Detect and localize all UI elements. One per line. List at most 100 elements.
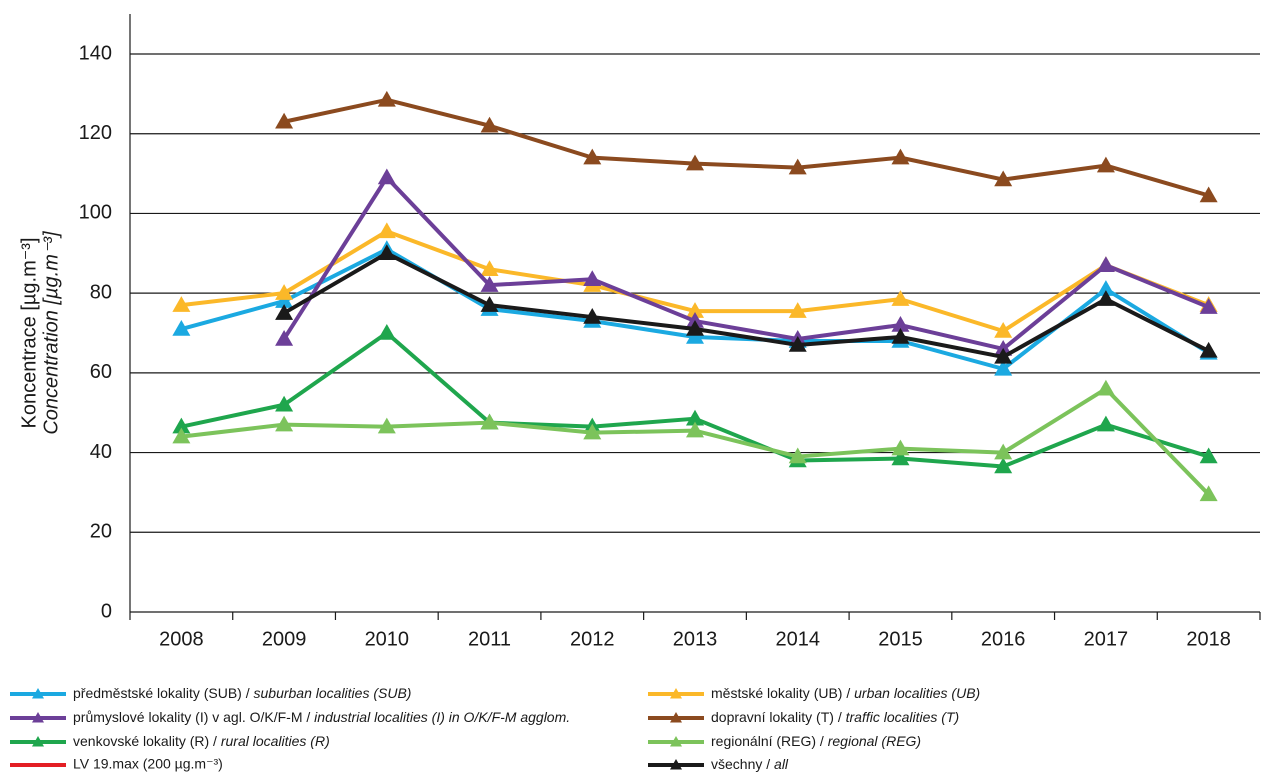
marker <box>788 302 807 318</box>
series-line <box>282 175 1210 351</box>
y-tick-label: 20 <box>90 521 112 543</box>
marker <box>994 347 1013 364</box>
x-tick-label: 2008 <box>159 628 204 650</box>
y-tick-label: 100 <box>79 202 112 224</box>
marker <box>686 154 704 171</box>
series-line <box>180 331 1210 469</box>
series-line <box>283 251 1210 359</box>
legend-label: dopravní lokality (T) / traffic localiti… <box>711 709 959 725</box>
x-tick-label: 2010 <box>365 628 410 650</box>
marker <box>275 112 294 129</box>
legend-marker <box>32 736 44 747</box>
marker <box>994 443 1013 460</box>
marker <box>172 320 191 336</box>
marker <box>377 222 396 239</box>
legend-marker <box>32 712 44 723</box>
legend-label: regionální (REG) / regional (REG) <box>711 733 921 749</box>
marker <box>583 308 602 324</box>
marker <box>1096 290 1115 306</box>
x-tick-label: 2014 <box>775 628 820 650</box>
marker <box>994 359 1013 376</box>
marker <box>686 421 704 438</box>
legend-label: všechny / all <box>711 756 789 772</box>
marker <box>377 90 396 107</box>
legend-marker <box>32 688 44 699</box>
marker <box>891 327 910 344</box>
marker <box>686 320 704 336</box>
marker <box>788 158 807 175</box>
marker <box>377 168 396 185</box>
marker <box>686 327 704 344</box>
marker <box>583 423 602 440</box>
marker <box>377 324 396 340</box>
x-tick-label: 2011 <box>468 628 511 650</box>
legend-marker <box>670 759 682 770</box>
marker <box>583 148 602 165</box>
x-tick-label: 2009 <box>262 628 307 650</box>
x-tick-label: 2016 <box>981 628 1026 650</box>
legend-marker <box>670 712 682 723</box>
marker <box>1199 186 1218 203</box>
marker <box>480 276 499 292</box>
x-tick-label: 2013 <box>673 628 718 650</box>
y-tick-label: 0 <box>101 600 112 622</box>
marker <box>480 260 499 276</box>
x-tick-label: 2015 <box>878 628 923 650</box>
marker <box>377 244 396 261</box>
marker <box>1096 379 1115 396</box>
marker <box>377 417 396 434</box>
marker <box>686 409 704 426</box>
series-line <box>283 97 1210 198</box>
marker <box>994 339 1013 356</box>
y-axis-label-en: Concentration [µg.m⁻³] <box>40 231 62 435</box>
marker <box>788 335 807 352</box>
marker <box>480 413 499 430</box>
marker <box>1096 415 1115 432</box>
marker <box>172 427 191 444</box>
y-tick-label: 60 <box>90 361 112 383</box>
marker <box>994 457 1013 474</box>
legend-marker <box>670 736 682 747</box>
y-axis-label: Koncentrace [µg.m⁻³] <box>18 237 40 428</box>
marker <box>275 329 294 346</box>
marker <box>686 302 704 318</box>
marker <box>891 316 910 332</box>
y-tick-label: 80 <box>90 281 112 303</box>
marker <box>1199 298 1218 314</box>
marker <box>275 415 294 432</box>
marker <box>275 284 294 300</box>
y-tick-label: 40 <box>90 441 112 463</box>
marker <box>1199 447 1218 464</box>
marker <box>891 290 910 306</box>
x-tick-label: 2017 <box>1084 628 1129 650</box>
marker <box>994 322 1013 338</box>
y-tick-label: 140 <box>79 42 112 64</box>
marker <box>1096 156 1115 173</box>
marker <box>891 439 910 456</box>
marker <box>891 148 910 165</box>
legend-label: venkovské lokality (R) / rural localitie… <box>73 733 330 749</box>
legend-marker <box>670 688 682 699</box>
series-line <box>181 386 1211 496</box>
marker <box>275 292 294 308</box>
marker <box>788 447 807 464</box>
marker <box>1096 256 1115 272</box>
marker <box>172 296 191 312</box>
marker <box>1199 341 1218 358</box>
legend-label: městské lokality (UB) / urban localities… <box>711 685 980 701</box>
marker <box>891 449 910 466</box>
marker <box>172 417 191 434</box>
legend-label: LV 19.max (200 µg.m⁻³) <box>73 756 223 772</box>
legend-label: průmyslové lokality (I) v agl. O/K/F-M /… <box>73 709 570 725</box>
marker <box>275 395 294 412</box>
x-tick-label: 2012 <box>570 628 615 650</box>
marker <box>1096 280 1115 296</box>
x-tick-label: 2018 <box>1186 628 1231 650</box>
plot <box>172 90 1218 502</box>
legend-label: předměstské lokality (SUB) / suburban lo… <box>73 685 411 701</box>
marker <box>480 296 499 312</box>
marker <box>275 304 294 320</box>
y-tick-label: 120 <box>79 122 112 144</box>
marker <box>1199 485 1218 502</box>
